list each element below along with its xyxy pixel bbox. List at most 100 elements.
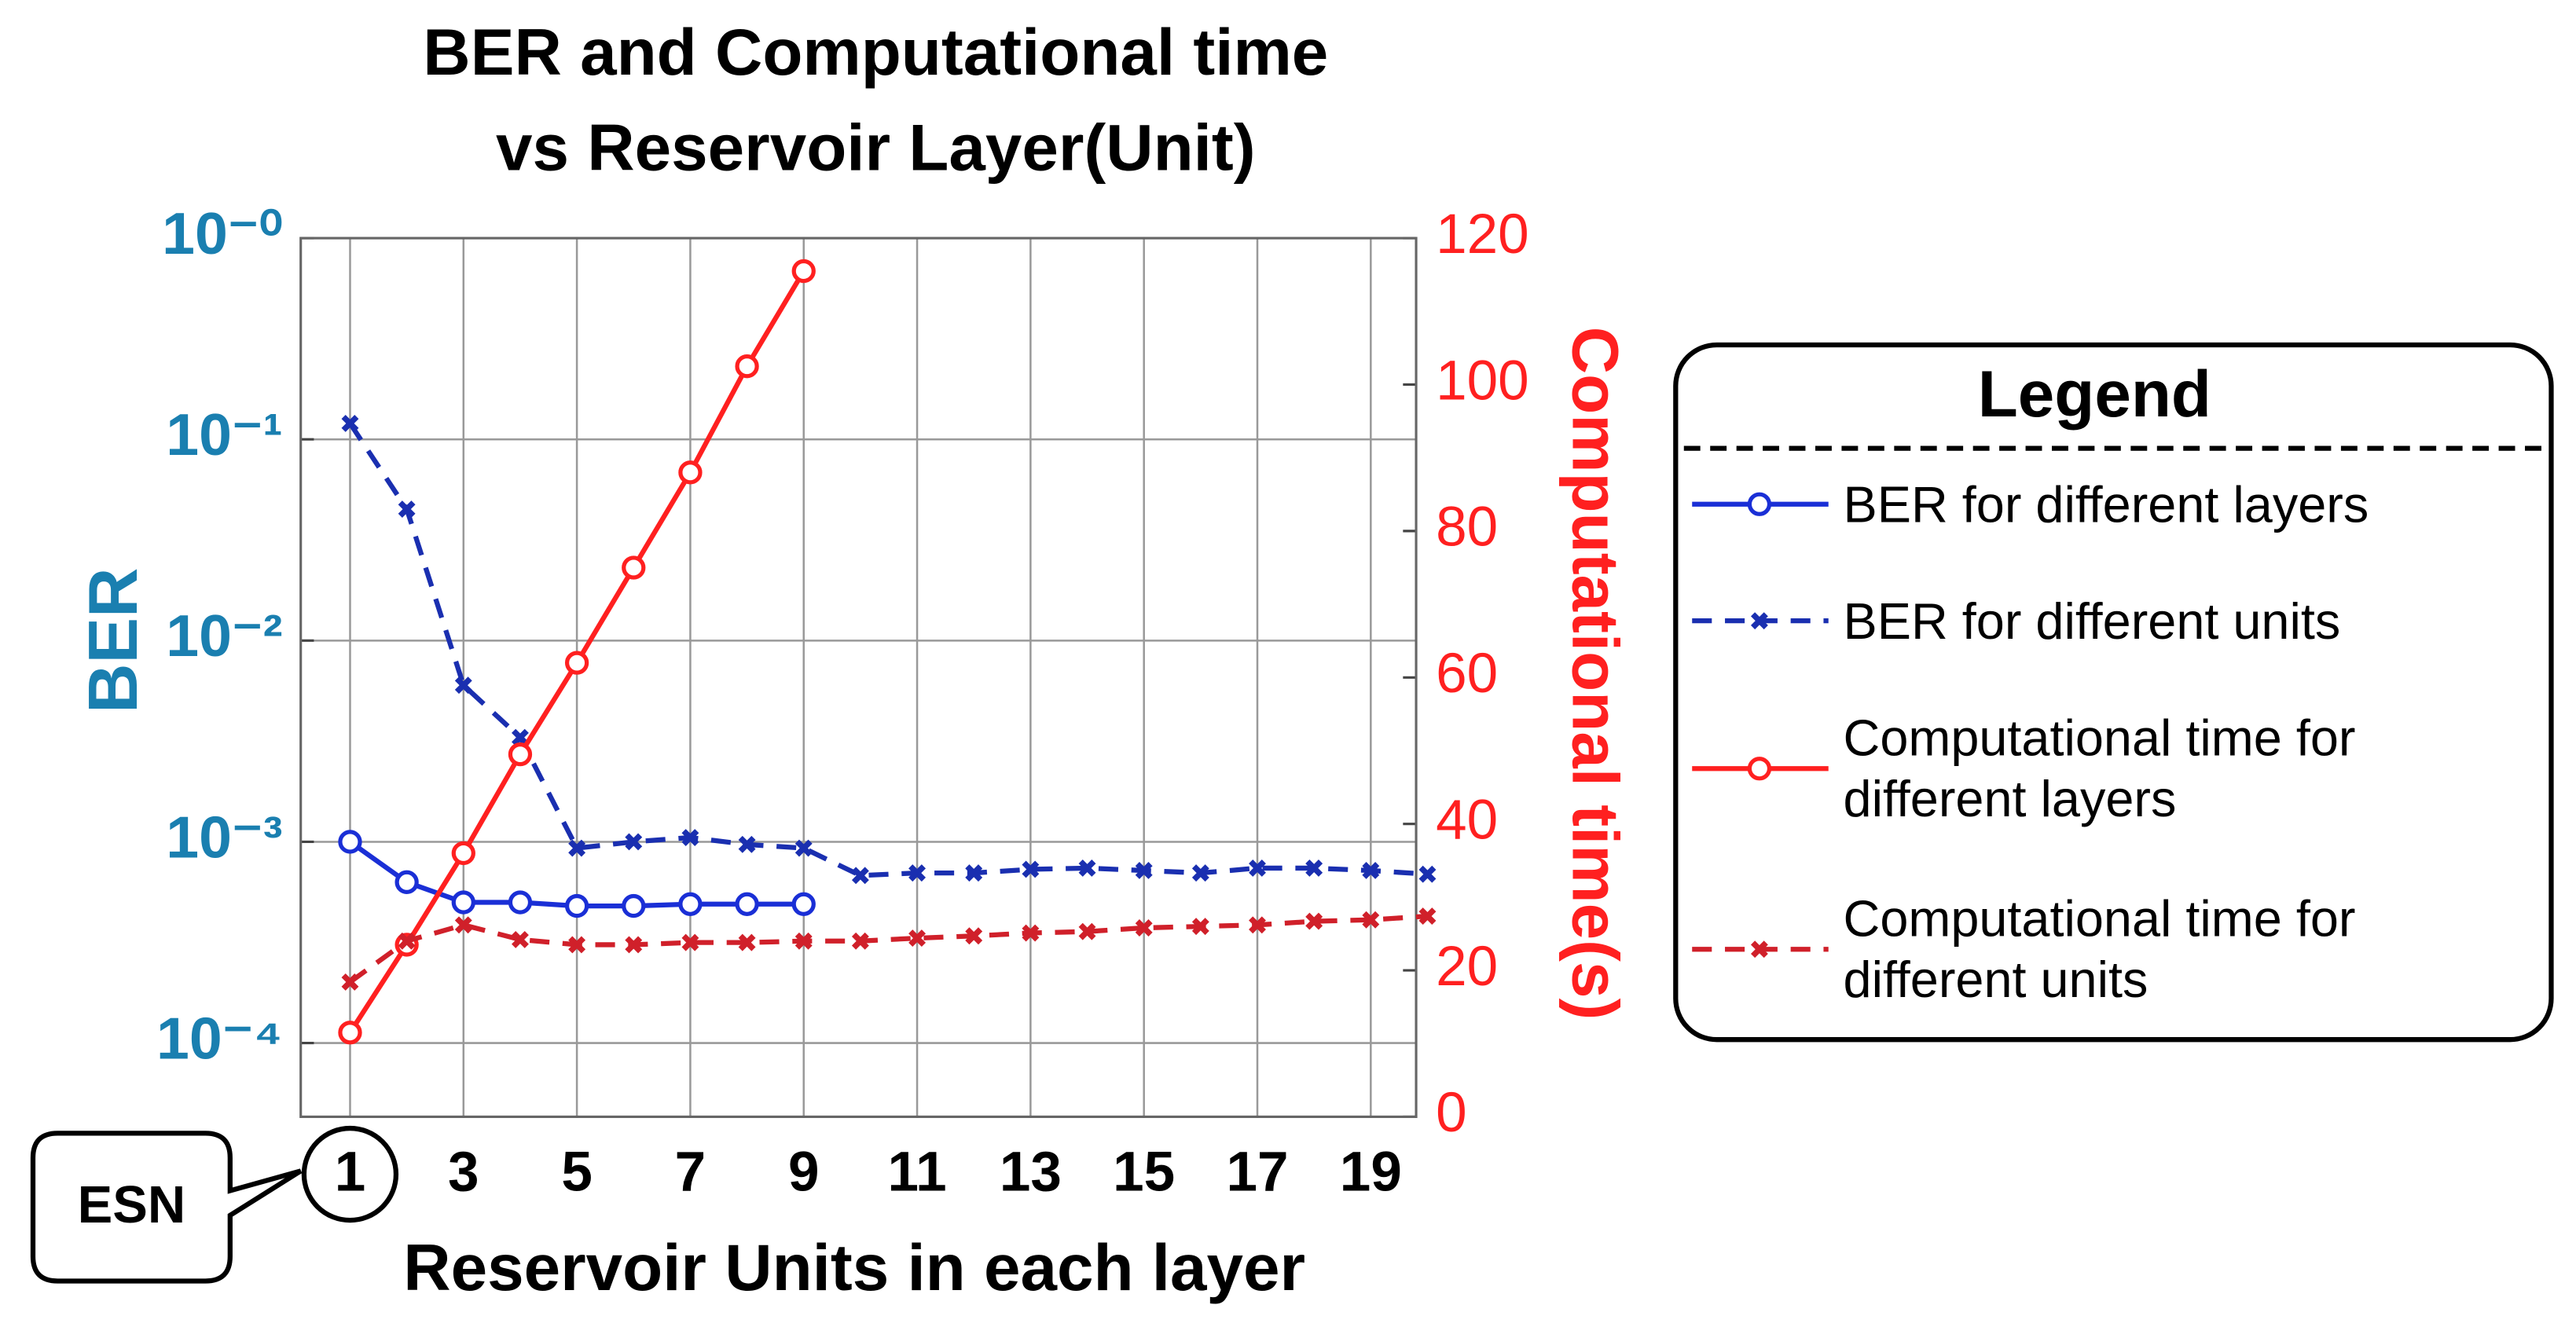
point-marker <box>1249 916 1266 934</box>
point-marker <box>794 839 813 857</box>
point-marker <box>1249 859 1266 877</box>
point-marker <box>1078 859 1096 877</box>
point-marker <box>791 258 816 284</box>
point-marker <box>625 833 643 851</box>
point-marker <box>1305 859 1323 877</box>
y2-axis-label: Computational time(s) <box>1559 327 1633 1021</box>
point-marker <box>568 839 586 857</box>
y2-tick-label: 60 <box>1436 643 1498 705</box>
point-marker <box>512 930 529 948</box>
legend-title: Legend <box>1978 357 2211 431</box>
callout-circle <box>301 1125 399 1223</box>
point-marker <box>454 916 472 934</box>
point-marker <box>508 890 533 915</box>
point-marker <box>625 936 643 954</box>
point-marker <box>681 933 699 951</box>
point-marker <box>851 932 869 950</box>
point-marker <box>1362 862 1380 879</box>
point-marker <box>564 893 589 918</box>
point-marker <box>341 973 359 991</box>
callout-box <box>30 1131 303 1284</box>
y2-tick-label: 20 <box>1436 936 1498 998</box>
legend-marker <box>1747 492 1772 516</box>
point-marker <box>1135 862 1153 879</box>
plot-frame <box>299 236 1418 1119</box>
annotation: ESN <box>78 1175 186 1234</box>
point-marker <box>398 932 416 950</box>
x-tick-label: 3 <box>448 1141 479 1203</box>
x-tick-label: 9 <box>788 1141 820 1203</box>
point-marker <box>451 841 475 866</box>
legend-label: Computational time for different layers <box>1843 709 2356 828</box>
y2-tick-label: 80 <box>1436 497 1498 559</box>
x-tick-label: 1 <box>335 1141 366 1203</box>
y2-tick-label: 0 <box>1436 1082 1467 1144</box>
legend-entry: BER for different layers <box>1843 475 2369 533</box>
legend-entry: BER for different units <box>1843 592 2341 650</box>
point-marker <box>1022 924 1040 942</box>
point-marker <box>851 867 869 885</box>
x-tick-label: 11 <box>887 1141 946 1203</box>
point-marker <box>965 864 983 882</box>
point-marker <box>394 870 419 894</box>
point-marker <box>678 892 703 916</box>
point-marker <box>678 460 703 485</box>
point-marker <box>398 500 416 518</box>
point-marker <box>564 651 589 675</box>
y-axis-label: BER <box>75 568 152 713</box>
point-marker <box>1191 864 1209 882</box>
legend-marker <box>1747 757 1772 781</box>
point-marker <box>512 728 529 746</box>
y-tick-label: 10⁻⁰ <box>162 200 283 266</box>
y-tick-label: 10⁻² <box>166 603 282 669</box>
legend-label: BER for different layers <box>1843 475 2369 533</box>
point-marker <box>1418 907 1437 926</box>
point-marker <box>735 354 759 379</box>
point-marker <box>338 830 362 854</box>
point-marker <box>1362 911 1380 929</box>
y2-tick-label: 120 <box>1436 203 1529 266</box>
point-marker <box>1078 922 1096 940</box>
point-marker <box>1191 918 1209 936</box>
point-marker <box>908 864 927 882</box>
chart-title: BER and Computational time vs Reservoir L… <box>423 15 1328 184</box>
legend-box <box>1673 342 2554 1043</box>
point-marker <box>1022 860 1040 878</box>
point-marker <box>794 932 813 950</box>
legend-label: BER for different units <box>1843 592 2341 650</box>
legend-marker <box>1750 940 1768 959</box>
point-marker <box>454 676 472 695</box>
legend-entry: Computational time for different units <box>1843 889 2356 1009</box>
y-tick-label: 10⁻³ <box>166 804 282 870</box>
point-marker <box>622 555 646 580</box>
point-marker <box>965 927 983 945</box>
point-marker <box>738 933 756 951</box>
point-marker <box>735 892 759 916</box>
x-tick-label: 15 <box>1113 1141 1175 1203</box>
point-marker <box>1305 912 1323 930</box>
y-tick-label: 10⁻¹ <box>166 401 282 467</box>
legend-entry: Computational time for different layers <box>1843 709 2356 828</box>
point-marker <box>451 890 475 915</box>
point-marker <box>791 892 816 916</box>
x-tick-label: 19 <box>1340 1141 1402 1203</box>
y2-tick-label: 100 <box>1436 350 1529 412</box>
series-line <box>347 422 1428 878</box>
point-marker <box>341 414 359 432</box>
y2-tick-label: 40 <box>1436 789 1498 851</box>
x-tick-label: 13 <box>1000 1141 1062 1203</box>
point-marker <box>508 742 533 767</box>
point-marker <box>681 829 699 846</box>
x-axis-label: Reservoir Units in each layer <box>403 1230 1305 1304</box>
y-tick-label: 10⁻⁴ <box>156 1005 283 1071</box>
point-marker <box>622 893 646 918</box>
legend-marker <box>1750 612 1768 630</box>
x-tick-label: 17 <box>1226 1141 1288 1203</box>
point-marker <box>1135 919 1153 937</box>
point-marker <box>568 936 586 954</box>
point-marker <box>338 1021 362 1045</box>
point-marker <box>1418 865 1437 883</box>
legend-label: Computational time for different units <box>1843 889 2356 1009</box>
x-tick-label: 7 <box>675 1141 706 1203</box>
